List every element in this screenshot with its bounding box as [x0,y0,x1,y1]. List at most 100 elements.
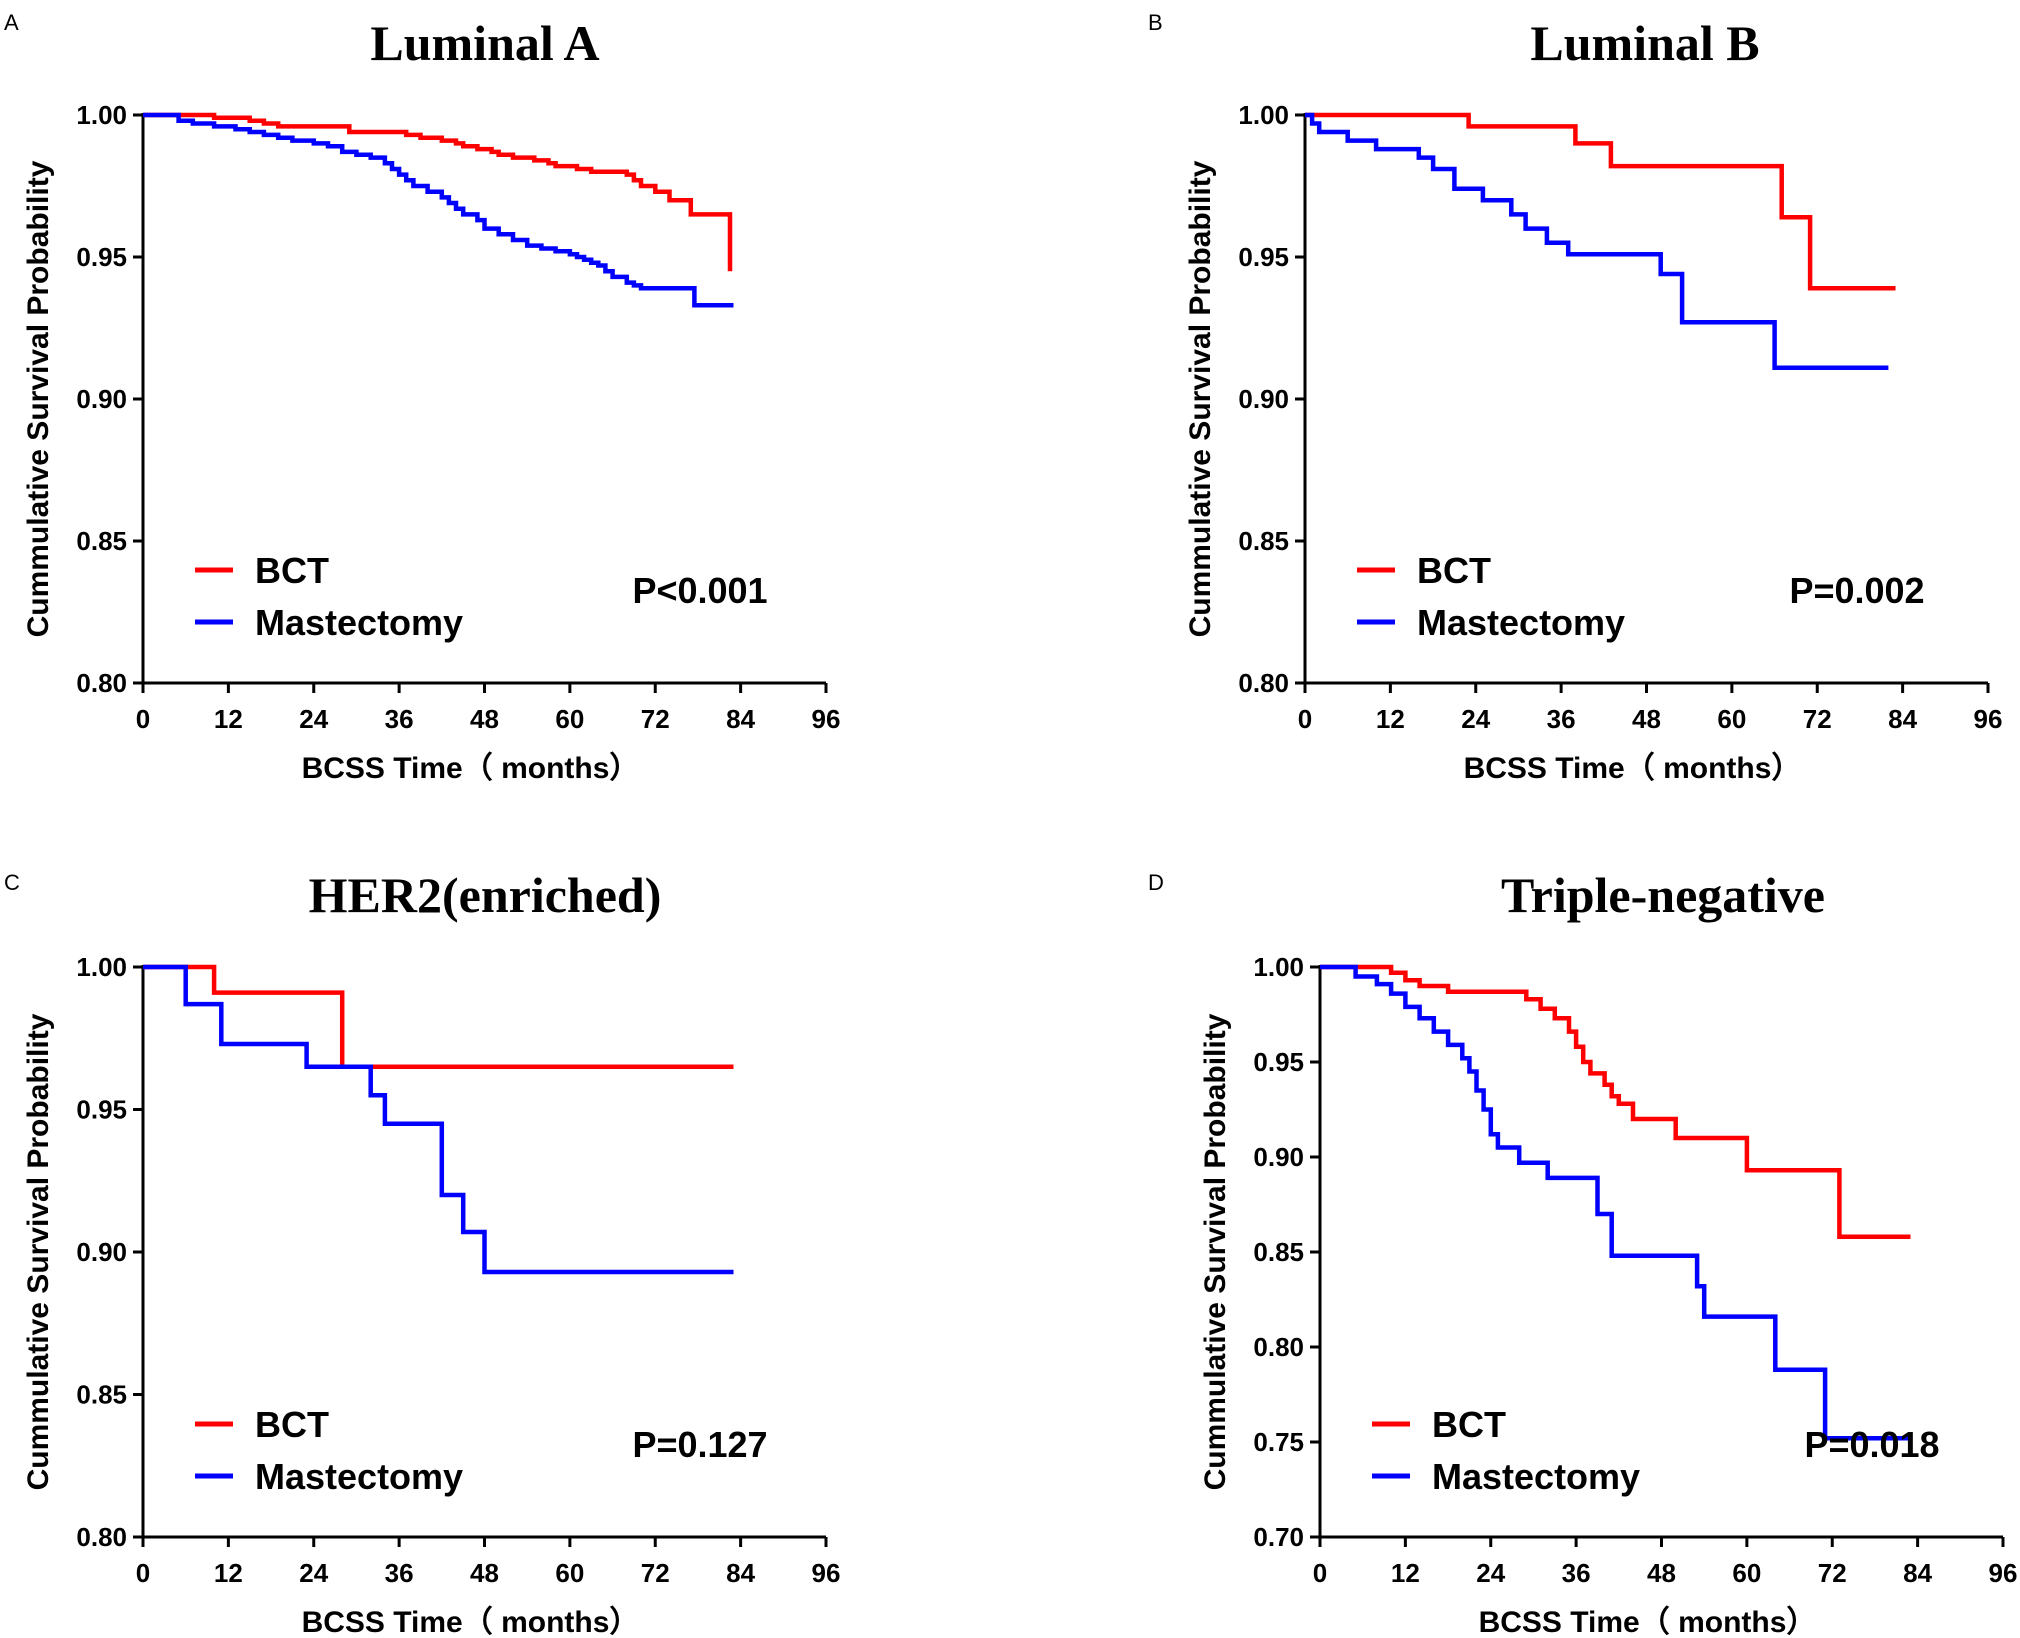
chart-panel-b: B Luminal B 0.80 0.85 0.90 0.95 1.00 0 12 24 36 48 6… [1148,10,2002,785]
chart-panel-c: C HER2(enriched) 0.80 0.85 0.90 0.95 1.00 0 12 24… [4,867,840,1638]
y-tick-label: 1.00 [1253,952,1304,982]
x-tick-label: 0 [136,704,150,734]
x-axis-label: BCSS Time（ months） [302,1605,640,1638]
x-tick-label: 72 [1818,1558,1847,1588]
x-tick-label: 24 [1461,704,1490,734]
legend-label-bct: BCT [255,550,329,591]
x-tick-label: 60 [1717,704,1746,734]
x-tick-label: 24 [299,1558,328,1588]
y-tick-label: 0.95 [1238,242,1289,272]
series-line-bct [143,112,733,272]
chart-title: HER2(enriched) [309,867,662,923]
y-tick-label: 0.70 [1253,1522,1304,1552]
x-tick-label: 96 [812,704,841,734]
x-axis-label: BCSS Time（ months） [302,751,640,785]
y-tick-label: 0.90 [76,1237,127,1267]
y-tick-label: 0.85 [76,1380,127,1410]
x-tick-label: 96 [1974,704,2003,734]
y-axis-label: Cummulative Survival Probability [22,1013,55,1490]
x-axis-label: BCSS Time（ months） [1464,751,1802,785]
p-value-annotation: P=0.127 [632,1424,767,1465]
legend-label-mastectomy: Mastectomy [255,1456,463,1497]
x-tick-label: 36 [385,1558,414,1588]
y-tick-label: 0.80 [1253,1332,1304,1362]
x-tick-label: 0 [1298,704,1312,734]
series-line-bct [1320,964,1911,1240]
series-line-bct [143,964,734,1070]
panel-letter: D [1148,870,1164,895]
legend-label-mastectomy: Mastectomy [255,602,463,643]
x-tick-label: 72 [1803,704,1832,734]
y-tick-label: 0.80 [76,668,127,698]
p-value-annotation: P<0.001 [632,570,767,611]
series-line-mastectomy [1305,112,1889,371]
x-tick-label: 60 [555,704,584,734]
chart-panel-a: A Luminal A 0.80 0.85 0.90 0.95 1.00 0 12 24 36 48 6… [4,10,840,785]
y-tick-label: 0.95 [1253,1047,1304,1077]
x-tick-label: 36 [1547,704,1576,734]
x-tick-label: 48 [470,1558,499,1588]
y-tick-label: 0.75 [1253,1427,1304,1457]
y-tick-label: 0.95 [76,1095,127,1125]
x-tick-label: 24 [299,704,328,734]
y-axis-label: Cummulative Survival Probability [1199,1013,1232,1490]
legend-label-mastectomy: Mastectomy [1417,602,1625,643]
y-tick-label: 0.80 [1238,668,1289,698]
x-tick-label: 60 [555,1558,584,1588]
x-tick-label: 84 [726,1558,755,1588]
y-tick-label: 0.90 [76,384,127,414]
x-tick-label: 72 [641,704,670,734]
series-line-mastectomy [143,112,734,308]
x-tick-label: 48 [1647,1558,1676,1588]
legend-label-bct: BCT [1417,550,1491,591]
y-tick-label: 0.85 [76,526,127,556]
x-tick-label: 24 [1476,1558,1505,1588]
panel-letter: C [4,870,20,895]
chart-title: Triple-negative [1501,867,1825,923]
x-tick-label: 12 [214,1558,243,1588]
x-tick-label: 48 [1632,704,1661,734]
x-tick-label: 72 [641,1558,670,1588]
p-value-annotation: P=0.002 [1789,570,1924,611]
y-tick-label: 1.00 [76,952,127,982]
p-value-annotation: P=0.018 [1804,1424,1939,1465]
x-tick-label: 0 [136,1558,150,1588]
legend-label-mastectomy: Mastectomy [1432,1456,1640,1497]
x-tick-label: 60 [1732,1558,1761,1588]
panel-letter: A [4,10,19,35]
x-tick-label: 84 [726,704,755,734]
x-tick-label: 12 [1376,704,1405,734]
chart-title: Luminal A [370,15,599,71]
y-axis-label: Cummulative Survival Probability [1184,160,1217,637]
series-line-mastectomy [1320,964,1911,1441]
legend-label-bct: BCT [1432,1404,1506,1445]
y-tick-label: 0.90 [1253,1142,1304,1172]
x-axis-label: BCSS Time（ months） [1479,1605,1817,1638]
y-tick-label: 1.00 [1238,100,1289,130]
x-tick-label: 84 [1903,1558,1932,1588]
x-tick-label: 96 [1989,1558,2018,1588]
x-tick-label: 48 [470,704,499,734]
x-tick-label: 12 [1391,1558,1420,1588]
x-tick-label: 36 [1562,1558,1591,1588]
x-tick-label: 12 [214,704,243,734]
legend-label-bct: BCT [255,1404,329,1445]
y-tick-label: 0.85 [1238,526,1289,556]
x-tick-label: 96 [812,1558,841,1588]
y-tick-label: 0.80 [76,1522,127,1552]
x-tick-label: 84 [1888,704,1917,734]
y-tick-label: 1.00 [76,100,127,130]
series-line-bct [1305,112,1896,291]
x-tick-label: 36 [385,704,414,734]
y-tick-label: 0.90 [1238,384,1289,414]
series-line-mastectomy [143,964,734,1275]
y-tick-label: 0.85 [1253,1237,1304,1267]
y-tick-label: 0.95 [76,242,127,272]
chart-panel-d: D Triple-negative 0.70 0.75 0.80 0.85 0.90 0.95… [1148,867,2017,1638]
y-axis-label: Cummulative Survival Probability [22,160,55,637]
chart-title: Luminal B [1530,15,1759,71]
panel-letter: B [1148,10,1163,35]
x-tick-label: 0 [1313,1558,1327,1588]
